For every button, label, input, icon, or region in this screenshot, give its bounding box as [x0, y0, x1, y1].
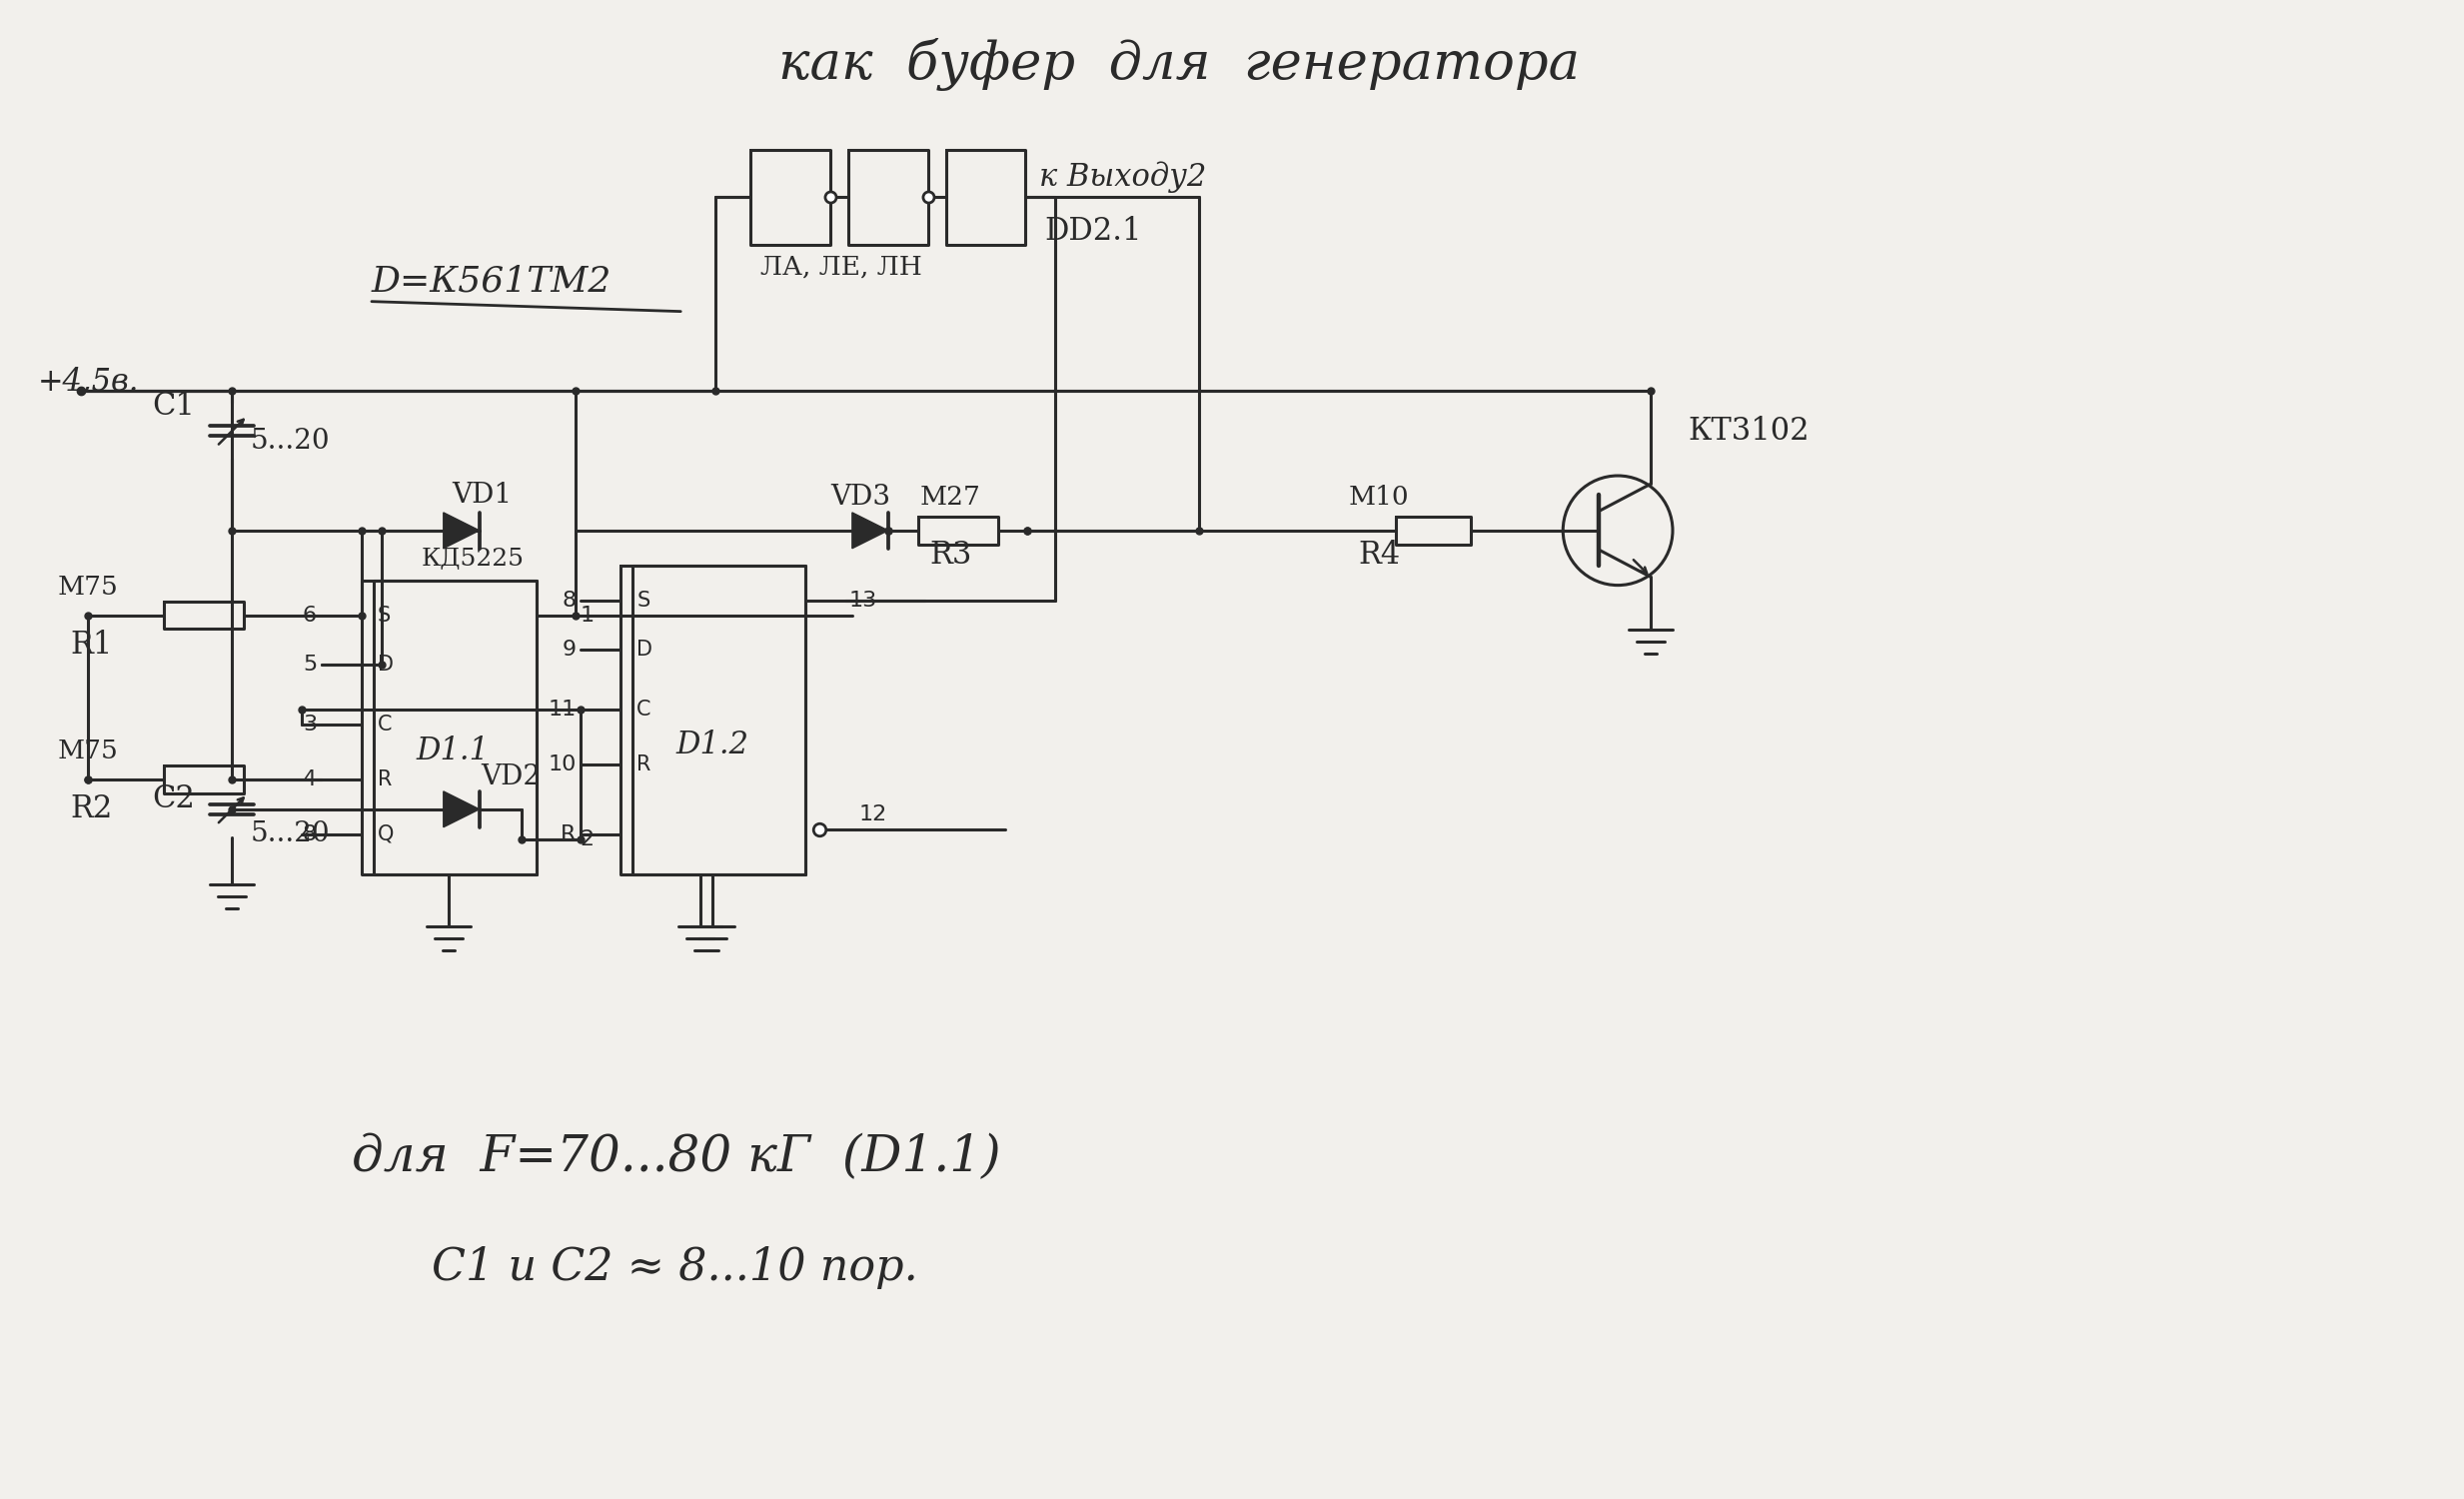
Text: 5...20: 5...20	[249, 427, 330, 454]
Text: R: R	[377, 769, 392, 790]
Text: M10: M10	[1348, 486, 1409, 510]
Text: 5: 5	[303, 655, 318, 675]
Text: КТ3102: КТ3102	[1688, 415, 1809, 447]
Text: VD1: VD1	[451, 483, 513, 510]
Text: R: R	[562, 824, 577, 844]
Text: для  F=70...80 кГ  (D1.1): для F=70...80 кГ (D1.1)	[352, 1133, 1000, 1183]
Text: C: C	[636, 700, 650, 720]
Text: 12: 12	[860, 805, 887, 824]
Text: С1: С1	[153, 391, 195, 421]
Text: R1: R1	[71, 630, 113, 661]
Text: к Выходу2: к Выходу2	[1040, 162, 1207, 193]
Text: 2: 2	[579, 829, 594, 848]
Text: D: D	[636, 640, 653, 660]
Polygon shape	[444, 513, 480, 549]
Polygon shape	[853, 513, 887, 549]
Text: M75: M75	[57, 574, 118, 600]
Text: 6: 6	[303, 606, 318, 625]
Text: R3: R3	[929, 540, 973, 571]
Text: 5...20: 5...20	[249, 820, 330, 847]
Text: D: D	[377, 655, 394, 675]
Text: 10: 10	[547, 754, 577, 775]
Text: VD3: VD3	[830, 484, 890, 511]
Text: КД5225: КД5225	[421, 547, 525, 570]
Text: Q: Q	[377, 824, 394, 844]
Text: 9: 9	[562, 640, 577, 660]
Text: DD2.1: DD2.1	[1045, 216, 1141, 247]
Text: 1: 1	[579, 606, 594, 625]
Text: 4: 4	[303, 769, 318, 790]
Text: +4,5в.: +4,5в.	[37, 366, 138, 397]
Text: S: S	[377, 606, 392, 625]
Text: 13: 13	[850, 591, 877, 610]
Text: R4: R4	[1358, 540, 1400, 571]
Text: D1.1: D1.1	[416, 736, 490, 767]
Text: как  буфер  для  генератора: как буфер для генератора	[779, 37, 1579, 91]
Text: M75: M75	[57, 739, 118, 764]
Text: C: C	[377, 715, 392, 735]
Text: ЛА, ЛЕ, ЛН: ЛА, ЛЕ, ЛН	[761, 255, 922, 279]
Text: R2: R2	[71, 794, 113, 824]
Text: M27: M27	[919, 486, 981, 510]
Text: 8: 8	[562, 591, 577, 610]
Text: 8: 8	[303, 824, 318, 844]
Polygon shape	[444, 791, 480, 827]
Text: D=К561ТМ2: D=К561ТМ2	[372, 264, 611, 298]
Text: VD2: VD2	[480, 764, 542, 791]
Text: R: R	[636, 754, 650, 775]
Text: D1.2: D1.2	[675, 729, 749, 760]
Text: 11: 11	[547, 700, 577, 720]
Text: С1 и С2 ≈ 8...10 пор.: С1 и С2 ≈ 8...10 пор.	[431, 1246, 917, 1289]
Text: С2: С2	[153, 784, 195, 815]
Text: 3: 3	[303, 715, 318, 735]
Text: S: S	[636, 591, 650, 610]
